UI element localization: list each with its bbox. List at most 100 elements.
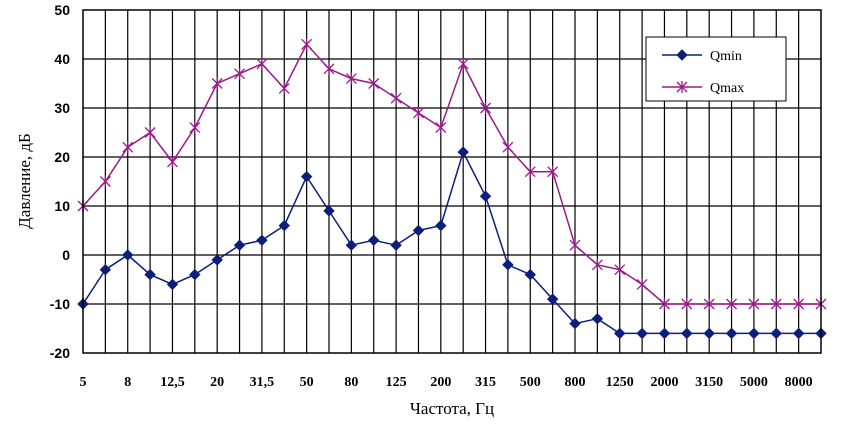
data-point-qmin (390, 239, 402, 251)
x-tick-label: 200 (430, 375, 451, 390)
x-tick-label: 31,5 (250, 375, 275, 390)
x-tick-label: 2000 (650, 375, 678, 390)
data-point-qmax (301, 38, 313, 51)
data-point-qmax (591, 258, 603, 271)
x-tick-labels: 5 8 12,5 20 31,5 50 80 125 200 315 500 800 1250 2000 3… (80, 375, 813, 390)
data-point-qmin (658, 327, 671, 340)
data-point-qmax (412, 106, 424, 119)
x-axis-title: Частота, Гц (410, 399, 494, 418)
data-point-qmin (166, 278, 179, 291)
data-point-qmax (144, 126, 156, 139)
x-tick-label: 12,5 (160, 375, 185, 390)
data-point-qmax (547, 165, 559, 178)
data-point-qmin (457, 146, 469, 158)
data-point-qmin (748, 327, 760, 340)
data-point-qmax (748, 298, 760, 310)
data-point-qmin (323, 205, 335, 217)
legend-marker-shape (676, 81, 688, 93)
legend-marker-qmin (676, 49, 688, 61)
data-point-qmin (144, 268, 156, 281)
data-point-qmax (703, 298, 715, 310)
x-tick-label: 80 (344, 375, 358, 390)
y-tick-label: 20 (54, 149, 70, 165)
data-point-qmin (681, 327, 693, 340)
data-point-qmin (479, 190, 492, 202)
x-tick-label: 800 (565, 375, 586, 390)
data-point-qmin (278, 219, 290, 232)
x-tick-label: 8 (124, 375, 131, 390)
x-tick-label: 125 (386, 375, 407, 390)
legend: Qmin Qmax (645, 36, 787, 102)
legend-marker-qmax (676, 81, 688, 93)
data-point-qmax (658, 298, 670, 310)
x-tick-label: 20 (210, 375, 224, 390)
data-point-qmax (457, 57, 469, 70)
data-point-qmin (256, 234, 268, 247)
data-point-qmin (524, 268, 536, 281)
data-point-qmax (390, 92, 402, 105)
data-point-qmin (345, 239, 358, 251)
data-point-qmin (412, 224, 425, 237)
data-point-qmax (524, 165, 536, 178)
data-point-qmin (435, 219, 447, 232)
data-point-qmin (725, 327, 738, 340)
data-point-qmin (368, 234, 380, 247)
data-point-qmax (256, 57, 268, 70)
legend-label-qmax: Qmax (710, 81, 744, 96)
data-point-qmax (278, 82, 290, 95)
y-tick-label: -10 (50, 296, 70, 312)
data-point-qmax (569, 239, 581, 252)
data-point-qmax (189, 121, 201, 134)
legend-marker-shape (676, 49, 688, 61)
series-line-qmin (82, 150, 821, 335)
data-point-qmin (703, 327, 715, 340)
x-tick-label: 3150 (695, 375, 723, 390)
data-point-qmax (166, 155, 178, 168)
data-point-qmin (233, 239, 246, 251)
data-point-qmin (502, 259, 514, 271)
data-point-qmin (99, 263, 112, 276)
plot-area-border (82, 9, 822, 354)
data-point-qmin (614, 327, 626, 340)
series-lines (77, 38, 827, 340)
data-point-qmax (368, 77, 380, 90)
legend-label-qmin: Qmin (710, 49, 742, 64)
data-point-qmax (122, 141, 134, 154)
x-tick-label: 315 (475, 375, 496, 390)
data-point-qmax (681, 298, 693, 310)
data-point-qmax (435, 121, 447, 134)
data-point-qmin (300, 170, 313, 183)
data-point-qmin (636, 327, 648, 340)
data-point-qmax (211, 77, 223, 90)
y-tick-label: 30 (54, 100, 70, 116)
data-point-qmax (502, 141, 514, 154)
data-point-qmin (569, 317, 581, 330)
series-line-qmax (82, 42, 821, 305)
legend-box (645, 36, 787, 102)
data-point-qmax (99, 175, 111, 188)
x-tick-label: 8000 (785, 375, 813, 390)
data-point-qmax (770, 298, 782, 310)
data-point-qmax (480, 102, 492, 114)
y-tick-label: 10 (54, 198, 70, 214)
data-point-qmax (234, 67, 246, 80)
data-point-qmin (189, 268, 201, 281)
data-point-qmax (614, 263, 626, 276)
x-tick-label: 5 (80, 375, 87, 390)
y-tick-labels: -20 -10 0 10 20 30 40 50 (50, 2, 70, 361)
x-tick-label: 1250 (606, 375, 634, 390)
x-tick-label: 500 (520, 375, 541, 390)
data-point-qmax (636, 278, 648, 291)
data-point-qmin (591, 312, 604, 325)
x-tick-label: 50 (300, 375, 314, 390)
data-point-qmin (122, 249, 134, 261)
data-point-qmin (792, 327, 805, 340)
y-tick-label: 40 (54, 51, 70, 67)
data-point-qmax (345, 72, 357, 85)
data-point-qmax (726, 298, 738, 310)
data-point-qmin (770, 327, 782, 340)
x-tick-label: 5000 (740, 375, 768, 390)
y-tick-label: -20 (50, 345, 70, 361)
y-axis-title: Давление, дБ (15, 133, 34, 229)
